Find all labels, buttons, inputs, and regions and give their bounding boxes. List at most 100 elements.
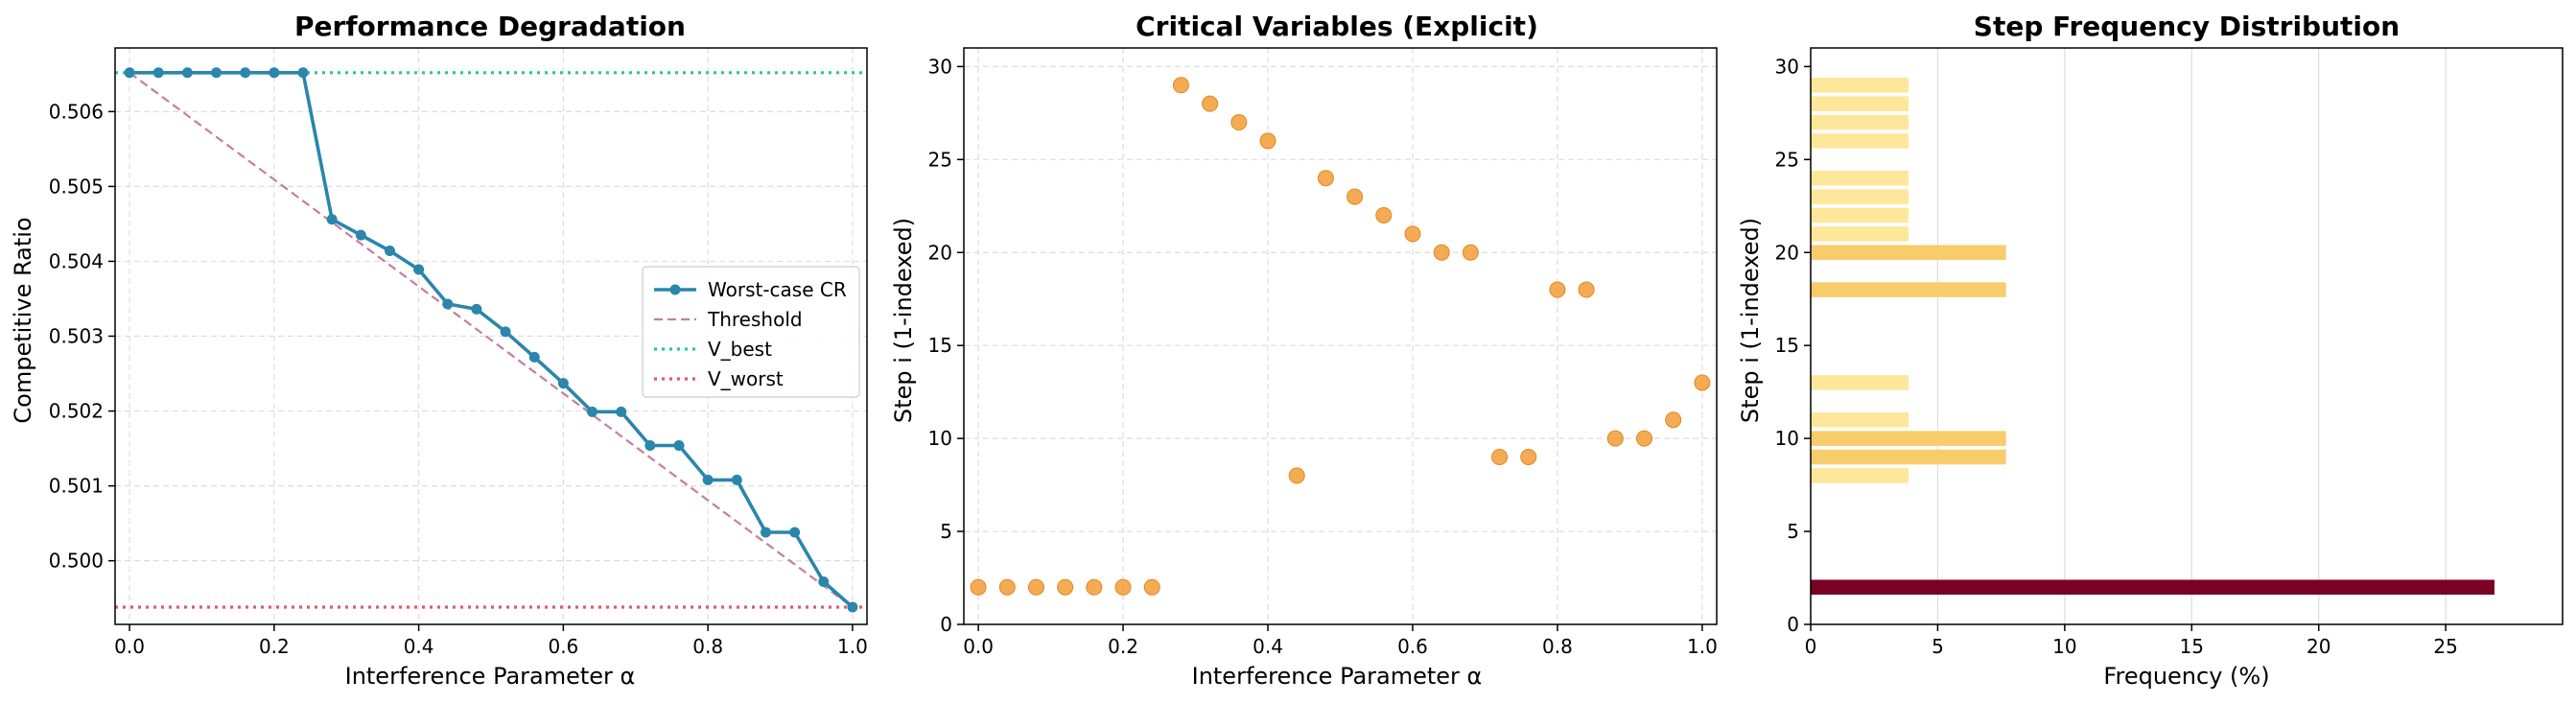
x-tick-label: 0.8 [1542, 635, 1573, 658]
y-tick-label: 0.500 [49, 550, 104, 573]
scatter-point [1578, 281, 1595, 298]
y-ticks: 0.500 0.501 0.502 0.503 0.504 0.505 0.506 [49, 100, 115, 573]
y-tick-label: 0.501 [49, 475, 104, 498]
scatter-points [970, 77, 1711, 596]
x-tick-label: 1.0 [1687, 635, 1718, 658]
scatter-point [1375, 206, 1393, 223]
data-point [413, 264, 425, 275]
y-axis-label: Step i (1-indexed) [1737, 218, 1764, 423]
x-ticks: 0.0 0.2 0.4 0.6 0.8 1.0 [114, 624, 868, 658]
data-point [355, 229, 366, 241]
data-point [731, 474, 742, 485]
scatter-point [1636, 430, 1653, 447]
y-tick-label: 15 [928, 334, 952, 357]
x-tick-label: 0.4 [1253, 635, 1283, 658]
x-tick-label: 1.0 [837, 635, 868, 658]
x-tick-label: 15 [2180, 635, 2204, 658]
x-tick-label: 5 [1932, 635, 1944, 658]
y-tick-label: 10 [928, 427, 952, 450]
bar [1811, 431, 2006, 446]
data-point [818, 576, 830, 588]
y-tick-label: 30 [1775, 55, 1799, 78]
plot-frame [963, 47, 1718, 625]
bar [1811, 114, 1909, 130]
scatter-point [1317, 170, 1334, 187]
bar [1811, 96, 1909, 111]
bar [1811, 78, 1909, 93]
grid [964, 48, 1717, 625]
data-point [760, 527, 771, 538]
data-point [471, 303, 482, 315]
bar [1811, 170, 1909, 186]
scatter-point [1114, 578, 1132, 596]
series-line-threshold [129, 71, 854, 608]
bars [1811, 78, 2495, 595]
chart-title: Critical Variables (Explicit) [1136, 11, 1538, 42]
x-tick-label: 0.4 [404, 635, 434, 658]
bar [1811, 189, 1909, 204]
data-point [616, 406, 627, 417]
scatter-point [1462, 244, 1479, 261]
plot-frame [1810, 47, 2564, 625]
data-point [326, 214, 338, 225]
y-tick-label: 25 [1775, 148, 1799, 171]
performance-degradation-chart: Performance Degradation Interference Par… [10, 11, 868, 690]
scatter-point [1694, 374, 1711, 391]
x-tick-label: 0.2 [1108, 635, 1138, 658]
bar [1811, 375, 1909, 390]
x-tick-label: 0.6 [548, 635, 578, 658]
y-ticks: 0 5 10 15 20 25 30 [1775, 55, 1811, 636]
scatter-point [1143, 578, 1160, 596]
scatter-point [1433, 244, 1450, 261]
y-tick-label: 0.505 [49, 175, 104, 198]
data-point [181, 67, 193, 79]
scatter-point [1086, 578, 1103, 596]
data-point [211, 67, 222, 79]
x-ticks: 0.0 0.2 0.4 0.6 0.8 1.0 [963, 624, 1718, 658]
bar [1811, 449, 2006, 465]
legend-marker [669, 284, 681, 295]
bar [1811, 245, 2006, 261]
data-point [384, 246, 395, 257]
x-tick-label: 20 [2307, 635, 2330, 658]
legend-label: Worst-case CR [708, 278, 847, 301]
bar [1811, 579, 2495, 595]
y-tick-label: 5 [940, 520, 952, 543]
bar [1811, 226, 1909, 242]
scatter-point [1259, 132, 1276, 150]
x-axis-label: Frequency (%) [2103, 663, 2269, 690]
scatter-point [1347, 188, 1364, 205]
y-tick-label: 10 [1775, 427, 1799, 450]
x-ticks: 0 5 10 15 20 25 [1805, 624, 2458, 658]
y-tick-label: 25 [928, 148, 952, 171]
x-tick-label: 25 [2433, 635, 2457, 658]
data-point [442, 298, 454, 310]
data-point [297, 67, 309, 79]
scatter-point [1027, 578, 1044, 596]
y-tick-label: 0.503 [49, 325, 104, 348]
scatter-point [1202, 95, 1219, 112]
x-axis-label: Interference Parameter α [345, 663, 636, 690]
data-point [240, 67, 251, 79]
x-tick-label: 0.8 [692, 635, 723, 658]
chart-title: Performance Degradation [294, 11, 686, 42]
y-tick-label: 0 [1787, 613, 1799, 636]
legend: Worst-case CR Threshold V_best V_worst [642, 266, 860, 398]
data-point [124, 67, 135, 79]
data-point [500, 326, 511, 338]
grid [1810, 48, 2447, 624]
scatter-point [1230, 114, 1248, 131]
y-axis-label: Step i (1-indexed) [890, 218, 917, 423]
y-tick-label: 0 [940, 613, 952, 636]
legend-label: Threshold [707, 308, 803, 331]
scatter-point [1549, 281, 1566, 298]
bar [1811, 282, 2006, 297]
data-point [789, 527, 801, 538]
legend-label: V_worst [708, 367, 784, 390]
data-point [269, 67, 280, 79]
data-point [702, 474, 714, 485]
data-point [673, 439, 685, 451]
critical-variables-chart: Critical Variables (Explicit) Interferen… [890, 11, 1718, 690]
x-tick-label: 0 [1805, 635, 1817, 658]
